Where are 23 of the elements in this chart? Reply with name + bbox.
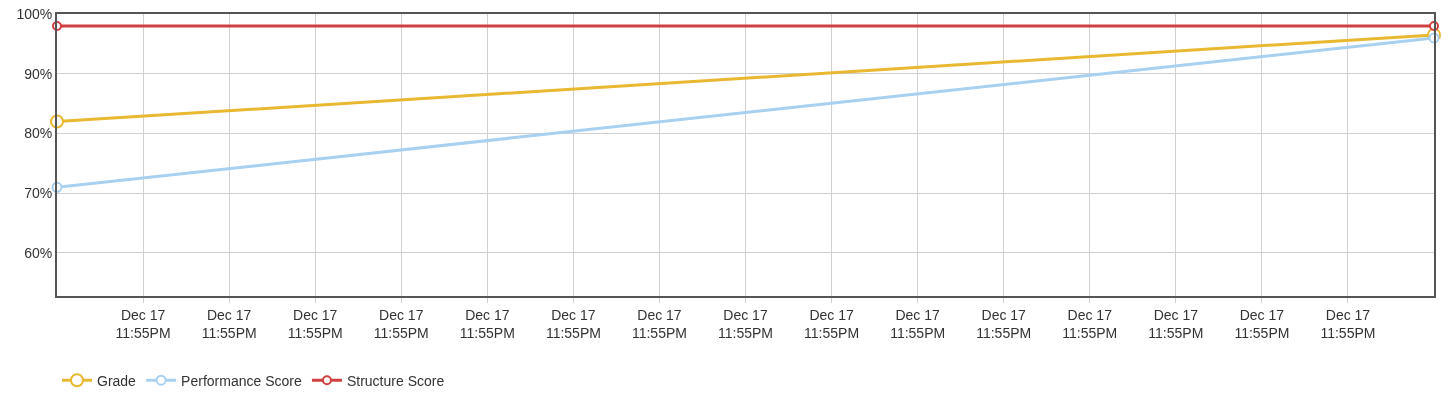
- x-tick-label: Dec 17 11:55PM: [1234, 306, 1290, 341]
- x-tick-label: Dec 17 11:55PM: [1148, 306, 1204, 341]
- legend-label: Structure Score: [346, 372, 445, 389]
- x-tick-label: Dec 17 11:55PM: [890, 306, 946, 341]
- x-tick-label: Dec 17 11:55PM: [1062, 306, 1118, 341]
- x-tick-label: Dec 17 11:55PM: [545, 306, 601, 341]
- x-tick-label: Dec 17 11:55PM: [115, 306, 171, 341]
- y-tick-label: 80%: [24, 125, 53, 142]
- y-tick-label: 90%: [24, 65, 53, 82]
- y-tick-label: 70%: [24, 185, 53, 202]
- x-tick-label: Dec 17 11:55PM: [287, 306, 343, 341]
- x-tick-label: Dec 17 11:55PM: [976, 306, 1032, 341]
- x-tick-label: Dec 17 11:55PM: [718, 306, 773, 341]
- y-tick-label: 60%: [24, 244, 53, 261]
- x-tick-label: Dec 17 11:55PM: [631, 306, 687, 341]
- x-tick-label: Dec 17 11:55PM: [459, 306, 515, 341]
- x-tick-label: Dec 17 11:55PM: [373, 306, 429, 341]
- y-tick-label: 100%: [16, 5, 53, 22]
- x-tick-label: Dec 17 11:55PM: [804, 306, 860, 341]
- x-tick-label: Dec 17 11:55PM: [201, 306, 257, 341]
- x-tick-label: Dec 17 11:55PM: [1320, 306, 1376, 341]
- legend-label: Performance Score: [181, 372, 302, 389]
- legend-label: Grade: [97, 372, 137, 389]
